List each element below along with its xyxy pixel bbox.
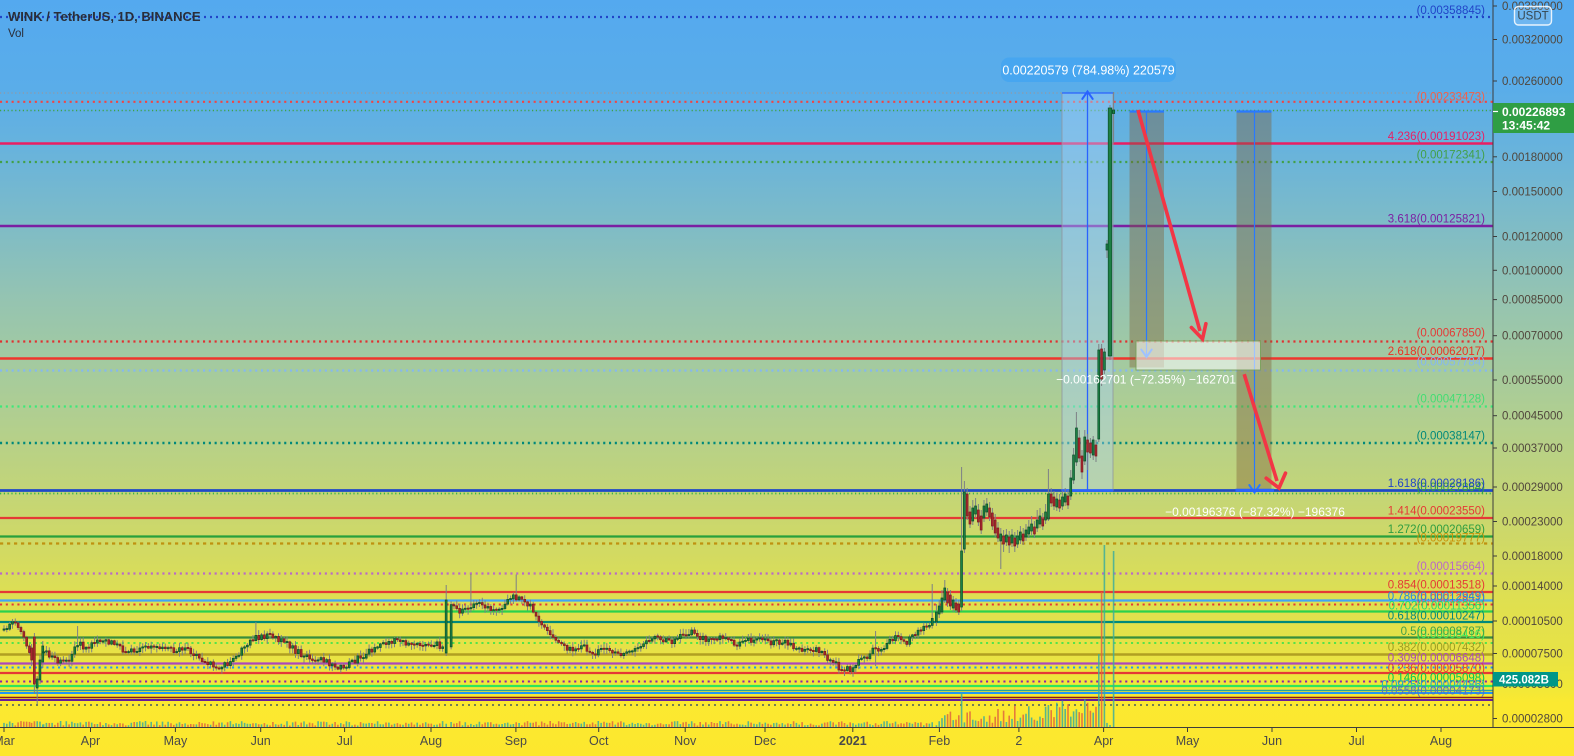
svg-text:(0.00027864): (0.00027864) — [1417, 482, 1486, 494]
svg-text:2.618(0.00062017): 2.618(0.00062017) — [1388, 346, 1485, 358]
svg-text:Jun: Jun — [251, 734, 271, 748]
svg-text:0.00150000: 0.00150000 — [1502, 187, 1563, 199]
svg-text:0.00037000: 0.00037000 — [1502, 443, 1563, 455]
svg-text:0.618(0.00010247): 0.618(0.00010247) — [1388, 611, 1485, 623]
svg-text:0.854(0.00013518): 0.854(0.00013518) — [1388, 580, 1485, 592]
svg-text:(0.00038147): (0.00038147) — [1417, 431, 1486, 443]
svg-text:0.00055000: 0.00055000 — [1502, 375, 1563, 387]
svg-text:0.00029000: 0.00029000 — [1502, 482, 1563, 494]
svg-text:0.146(0.00005098): 0.146(0.00005098) — [1388, 673, 1485, 685]
svg-text:Feb: Feb — [929, 734, 951, 748]
svg-text:0.702(0.00011356): 0.702(0.00011356) — [1389, 601, 1486, 613]
svg-text:−0.00196376 (−87.32%) −196376: −0.00196376 (−87.32%) −196376 — [1165, 505, 1345, 519]
svg-text:0.00014000: 0.00014000 — [1502, 581, 1563, 593]
svg-text:0.00018000: 0.00018000 — [1502, 551, 1563, 563]
svg-text:(0.00047128): (0.00047128) — [1417, 394, 1486, 406]
svg-text:Jul: Jul — [1349, 734, 1365, 748]
svg-text:May: May — [1176, 734, 1200, 748]
svg-text:0.00100000: 0.00100000 — [1502, 265, 1563, 277]
svg-text:(0.00233473): (0.00233473) — [1417, 92, 1486, 104]
svg-text:3.618(0.00125821): 3.618(0.00125821) — [1388, 214, 1485, 226]
svg-text:(0.00019777): (0.00019777) — [1417, 533, 1486, 545]
svg-text:0.00180000: 0.00180000 — [1502, 152, 1563, 164]
svg-text:0.00023000: 0.00023000 — [1502, 517, 1563, 529]
svg-text:Apr: Apr — [81, 734, 100, 748]
svg-text:1.414(0.00023550): 1.414(0.00023550) — [1388, 506, 1485, 518]
svg-text:(0.00172341): (0.00172341) — [1417, 150, 1486, 162]
svg-text:Nov: Nov — [674, 734, 697, 748]
svg-text:0.00045000: 0.00045000 — [1502, 411, 1563, 423]
svg-text:Sep: Sep — [505, 734, 527, 748]
svg-text:Vol: Vol — [8, 28, 24, 40]
svg-text:0.00320000: 0.00320000 — [1502, 35, 1563, 47]
svg-text:(0.00015664): (0.00015664) — [1417, 561, 1486, 573]
svg-text:0.786(0.00012949): 0.786(0.00012949) — [1388, 591, 1485, 603]
svg-text:1.272(0.00020659): 1.272(0.00020659) — [1388, 524, 1485, 536]
svg-text:2: 2 — [1015, 734, 1022, 748]
svg-text:(0.00008416): (0.00008416) — [1417, 629, 1486, 641]
svg-text:0.00085000: 0.00085000 — [1502, 295, 1563, 307]
svg-text:0.0558(0.00004173): 0.0558(0.00004173) — [1381, 686, 1485, 698]
svg-text:0.00220579 (784.98%) 220579: 0.00220579 (784.98%) 220579 — [1002, 64, 1174, 78]
svg-text:0.00070000: 0.00070000 — [1502, 331, 1563, 343]
svg-text:Dec: Dec — [754, 734, 776, 748]
svg-text:(0.00358845): (0.00358845) — [1417, 5, 1486, 17]
svg-text:0.0925(0.00004486): 0.0925(0.00004486) — [1381, 680, 1485, 692]
svg-text:0.00260000: 0.00260000 — [1502, 76, 1563, 88]
svg-text:WINK / TetherUS, 1D, BINANCE: WINK / TetherUS, 1D, BINANCE — [8, 9, 201, 24]
svg-text:0.00002800: 0.00002800 — [1502, 714, 1563, 726]
svg-text:(0.00057784): (0.00057784) — [1417, 357, 1486, 369]
svg-text:1.618(0.00028186): 1.618(0.00028186) — [1388, 478, 1485, 490]
svg-text:USDT: USDT — [1517, 11, 1548, 23]
svg-text:0.236(0.00005870): 0.236(0.00005870) — [1388, 663, 1485, 675]
svg-text:Jun: Jun — [1262, 734, 1282, 748]
svg-text:Oct: Oct — [589, 734, 609, 748]
svg-text:Aug: Aug — [420, 734, 442, 748]
svg-text:0.00010500: 0.00010500 — [1502, 616, 1563, 628]
svg-text:0.00226893: 0.00226893 — [1502, 105, 1566, 119]
svg-text:May: May — [164, 734, 188, 748]
svg-text:13:45:42: 13:45:42 — [1502, 119, 1550, 133]
svg-text:(0.00067850): (0.00067850) — [1417, 328, 1486, 340]
svg-text:Mar: Mar — [0, 734, 15, 748]
svg-text:0.5(0.00008787): 0.5(0.00008787) — [1401, 626, 1486, 638]
svg-text:Apr: Apr — [1094, 734, 1113, 748]
svg-text:−0.00162701 (−72.35%) −162701: −0.00162701 (−72.35%) −162701 — [1056, 373, 1236, 387]
svg-text:0.00007500: 0.00007500 — [1502, 649, 1563, 661]
svg-text:2021: 2021 — [839, 734, 867, 748]
svg-text:(0.00012651): (0.00012651) — [1417, 594, 1486, 606]
svg-text:Jul: Jul — [337, 734, 353, 748]
svg-text:425.082B: 425.082B — [1499, 675, 1549, 687]
svg-text:0.309(0.00006648): 0.309(0.00006648) — [1388, 653, 1485, 665]
svg-text:0.00120000: 0.00120000 — [1502, 232, 1563, 244]
svg-text:0.382(0.00007432): 0.382(0.00007432) — [1388, 642, 1485, 654]
svg-text:Aug: Aug — [1430, 734, 1452, 748]
svg-text:4.236(0.00191023): 4.236(0.00191023) — [1388, 131, 1485, 143]
